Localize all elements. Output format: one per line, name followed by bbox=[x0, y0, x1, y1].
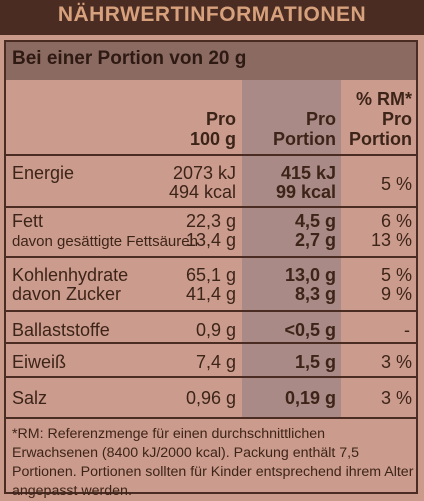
row-fett-sub-100: 13,4 g bbox=[185, 230, 236, 250]
row-fett-sub-label: davon gesättigte Fettsäuren bbox=[12, 233, 198, 250]
divider bbox=[6, 206, 416, 208]
row-energie-rm: 5 % bbox=[380, 174, 412, 194]
row-eiweiss-100: 7,4 g bbox=[195, 352, 236, 372]
row-energie-portion-kj: 415 kJ bbox=[280, 163, 336, 183]
header-rm-line1: % RM* bbox=[355, 89, 412, 109]
portion-header bbox=[6, 42, 416, 80]
row-ballast-portion: <0,5 g bbox=[284, 320, 336, 340]
row-kh-rm: 5 % bbox=[380, 265, 412, 285]
row-salz-label: Salz bbox=[12, 388, 48, 408]
row-eiweiss-rm: 3 % bbox=[380, 352, 412, 372]
row-fett-label: Fett bbox=[12, 211, 44, 231]
divider bbox=[6, 256, 416, 258]
portion-size: Bei einer Portion von 20 g bbox=[12, 48, 247, 69]
row-fett-100: 22,3 g bbox=[185, 211, 236, 231]
divider bbox=[6, 154, 416, 156]
row-energie-label: Energie bbox=[12, 163, 75, 183]
row-kh-sub-portion: 8,3 g bbox=[294, 284, 336, 304]
row-salz-portion: 0,19 g bbox=[284, 388, 336, 408]
divider bbox=[6, 376, 416, 378]
row-salz-100: 0,96 g bbox=[185, 388, 236, 408]
row-kh-portion: 13,0 g bbox=[284, 265, 336, 285]
row-kh-sub-label: davon Zucker bbox=[12, 284, 122, 304]
divider bbox=[6, 310, 416, 312]
row-ballast-100: 0,9 g bbox=[195, 320, 236, 340]
row-fett-sub-portion: 2,7 g bbox=[294, 230, 336, 250]
nutrition-table: Bei einer Portion von 20 g Pro 100 g Pro… bbox=[4, 40, 418, 499]
divider bbox=[6, 417, 416, 419]
header-portion-line2: Portion bbox=[273, 129, 336, 149]
row-kh-label: Kohlenhydrate bbox=[12, 265, 129, 285]
divider bbox=[6, 342, 416, 344]
per-portion-column-shade bbox=[242, 80, 341, 419]
header-rm-line2: Pro bbox=[381, 109, 412, 129]
row-energie-100-kcal: 494 kcal bbox=[168, 182, 236, 202]
title-bar bbox=[0, 0, 424, 35]
header-per100-line1: Pro bbox=[205, 109, 236, 129]
row-eiweiss-portion: 1,5 g bbox=[294, 352, 336, 372]
footnote: *RM: Referenzmenge für einen durchschnit… bbox=[12, 426, 414, 499]
row-eiweiss-label: Eiweiß bbox=[12, 352, 67, 372]
row-salz-rm: 3 % bbox=[380, 388, 412, 408]
row-fett-sub-rm: 13 % bbox=[370, 230, 412, 250]
row-ballast-rm: - bbox=[404, 320, 410, 340]
row-kh-sub-rm: 9 % bbox=[380, 284, 412, 304]
row-energie-100-kj: 2073 kJ bbox=[172, 163, 236, 183]
header-rm-line3: Portion bbox=[349, 129, 412, 149]
page-title: NÄHRWERTINFORMATIONEN bbox=[57, 3, 367, 26]
header-per100-line2: 100 g bbox=[189, 129, 236, 149]
row-energie-portion-kcal: 99 kcal bbox=[275, 182, 336, 202]
row-kh-100: 65,1 g bbox=[185, 265, 236, 285]
row-fett-portion: 4,5 g bbox=[294, 211, 336, 231]
row-ballast-label: Ballaststoffe bbox=[12, 320, 110, 340]
row-fett-rm: 6 % bbox=[380, 211, 412, 231]
header-portion-line1: Pro bbox=[305, 109, 336, 129]
row-kh-sub-100: 41,4 g bbox=[185, 284, 236, 304]
